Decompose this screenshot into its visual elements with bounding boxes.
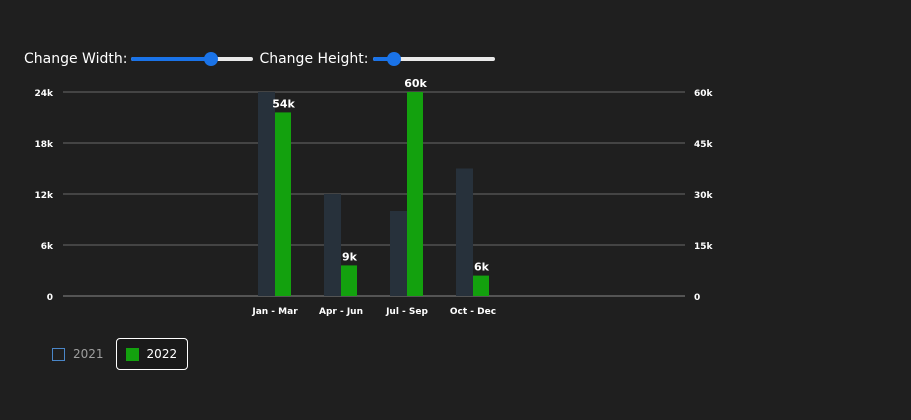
size-controls: Change Width: Change Height:: [24, 48, 501, 70]
y-right-tick-label: 0: [694, 293, 700, 303]
y-left-tick-label: 0: [47, 293, 53, 303]
bar-2022: [275, 112, 291, 297]
legend-label-2021: 2021: [73, 347, 104, 361]
slider-fill: [131, 57, 211, 61]
bar-2021: [456, 168, 473, 296]
change-width-slider[interactable]: [129, 51, 255, 67]
legend-swatch-2021: [52, 347, 65, 361]
bar-2021: [258, 92, 275, 296]
y-left-tick-label: 12k: [34, 191, 54, 201]
change-width-label: Change Width:: [24, 51, 128, 67]
y-right-tick-label: 15k: [694, 242, 714, 252]
data-label-2022: 6k: [474, 261, 490, 274]
y-left-tick-label: 24k: [34, 89, 54, 99]
x-tick-label: Oct - Dec: [450, 307, 496, 317]
bar-2022: [341, 265, 357, 296]
legend-item-2021[interactable]: 2021: [46, 338, 114, 370]
data-label-2022: 9k: [342, 250, 358, 263]
data-label-2022: 54k: [272, 97, 295, 110]
x-tick-label: Apr - Jun: [319, 307, 363, 317]
legend-item-2022[interactable]: 2022: [115, 338, 189, 370]
bar-2021: [390, 211, 407, 296]
x-tick-label: Jul - Sep: [385, 307, 428, 317]
y-left-tick-label: 6k: [41, 242, 54, 252]
y-right-tick-label: 30k: [694, 191, 714, 201]
slider-track: [372, 57, 495, 61]
chart-legend: 2021 2022: [46, 338, 189, 370]
bar-2022: [407, 92, 423, 296]
y-right-tick-label: 60k: [694, 89, 714, 99]
bar-2021: [324, 194, 341, 296]
change-height-slider[interactable]: [371, 51, 497, 67]
y-right-tick-label: 45k: [694, 140, 714, 150]
bar-2022: [473, 275, 489, 296]
legend-label-2022: 2022: [146, 347, 178, 361]
data-label-2022: 60k: [404, 77, 427, 90]
slider-fill: [372, 57, 395, 61]
slider-thumb[interactable]: [203, 52, 218, 66]
change-height-label: Change Height:: [259, 51, 369, 67]
y-left-tick-label: 18k: [34, 140, 54, 150]
slider-thumb[interactable]: [387, 52, 402, 66]
legend-swatch-2022: [125, 347, 139, 361]
x-tick-label: Jan - Mar: [251, 307, 298, 317]
